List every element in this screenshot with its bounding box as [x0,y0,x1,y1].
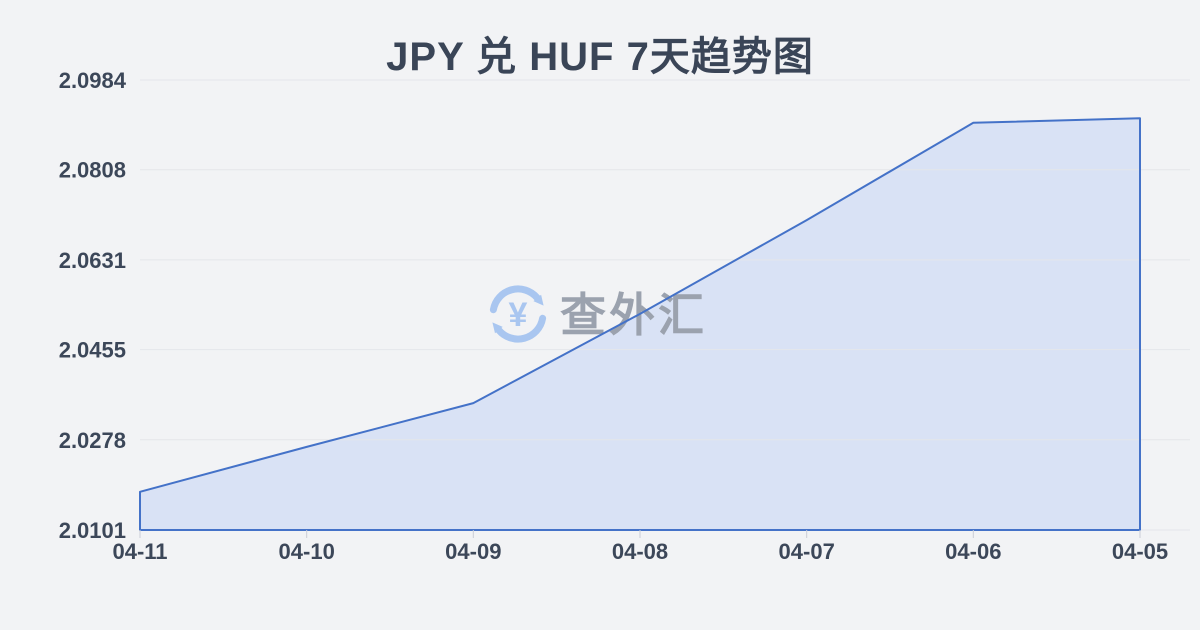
y-axis-tick-label: 2.0984 [59,68,127,93]
x-axis-tick-label: 04-05 [1112,539,1168,564]
x-axis-tick-label: 04-11 [112,539,167,564]
x-axis-tick-label: 04-09 [445,539,501,564]
watermark: ¥ 查外汇 [489,285,707,343]
yen-symbol: ¥ [509,296,528,334]
y-axis-tick-label: 2.0101 [59,518,126,543]
x-axis-labels: 04-11 04-10 04-09 04-08 04-07 04-06 04-05 [112,539,1168,564]
y-axis-tick-label: 2.0278 [59,428,126,453]
x-axis-tick-label: 04-07 [779,539,835,564]
exchange-arrow-bottom [495,314,547,343]
y-axis-labels: 2.0984 2.0808 2.0631 2.0455 2.0278 2.0101 [59,68,127,543]
x-axis-tick-label: 04-06 [945,539,1001,564]
chart-title: JPY 兑 HUF 7天趋势图 [386,35,814,79]
area-series-line [139,117,1141,531]
x-axis-tick-label: 04-10 [279,539,335,564]
y-axis-tick-label: 2.0455 [59,338,126,363]
y-axis-tick-label: 2.0631 [59,248,126,273]
exchange-arrowhead-bottom [492,322,503,334]
currency-exchange-icon: ¥ [489,285,547,343]
axis-ticks [139,530,1141,538]
exchange-arrow-top [489,285,541,314]
exchange-arrowhead-top [533,294,544,306]
y-axis-tick-label: 2.0808 [59,158,126,183]
watermark-text: 查外汇 [560,289,707,341]
x-axis-tick-label: 04-08 [612,539,668,564]
area-series-fill [140,118,1140,530]
